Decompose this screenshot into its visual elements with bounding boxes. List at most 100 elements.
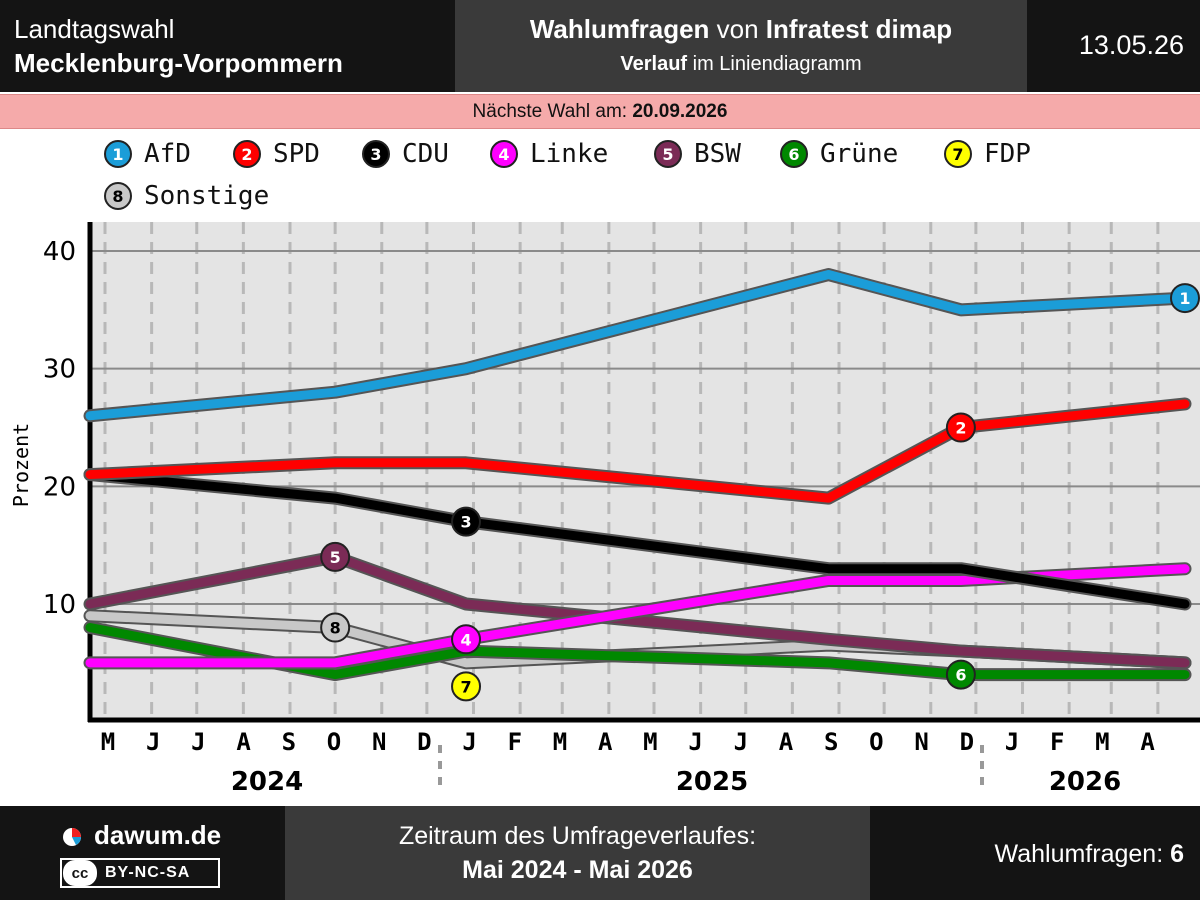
election-type: Landtagswahl [14,14,175,44]
year-label: 2026 [1049,767,1121,797]
legend-item-cdu: 3 CDU [362,139,449,169]
x-tick-label: D [417,728,431,756]
x-tick-label: A [598,728,613,756]
legend-item-bsw: 5 BSW [654,139,741,169]
y-tick-label: 10 [43,590,76,620]
series-badge-grüne [945,659,976,690]
next-election-bar: Nächste Wahl am: 20.09.2026 [0,94,1200,129]
header-title: Wahlumfragen von Infratest dimap Verlauf… [455,0,1027,92]
legend-badge: 5 [654,140,682,168]
legend-badge: 2 [233,140,261,168]
legend-label: Sonstige [144,181,270,211]
x-tick-label: J [1005,728,1019,756]
legend-item-linke: 4 Linke [490,139,608,169]
series-badge-label: 1 [1179,289,1190,308]
license-text: BY-NC-SA [105,864,191,881]
series-line-afd [85,270,1190,421]
x-tick-label: J [734,728,748,756]
legend-badge: 7 [944,140,972,168]
series-badge-bsw [320,541,351,572]
y-tick-label: 40 [43,237,76,267]
legend-item-gruene: 6 Grüne [780,139,898,169]
x-tick-label: J [688,728,702,756]
series-badge-label: 3 [460,513,471,532]
y-tick-label: 30 [43,355,76,385]
x-tick-label: J [146,728,160,756]
x-tick-label: M [643,728,657,756]
legend-label: AfD [144,139,191,169]
series-badge-afd [1170,283,1200,314]
legend-label: BSW [694,139,741,169]
series-line-spd [85,399,1190,503]
region-name: Mecklenburg-Vorpommern [14,48,343,78]
legend-badge: 4 [490,140,518,168]
legend-label: Grüne [820,139,899,169]
y-tick-label: 20 [43,472,76,502]
x-tick-label: A [236,728,251,756]
footer-brand: dawum.de cc BY-NC-SA [0,806,285,900]
footer-poll-count: Wahlumfragen: 6 [870,806,1200,900]
legend-badge: 1 [104,140,132,168]
x-tick-label: M [101,728,115,756]
x-tick-label: M [1095,728,1109,756]
series-badge-fdp [451,671,482,702]
series-badge-label: 5 [330,548,341,567]
x-tick-label: M [553,728,567,756]
legend-item-spd: 2 SPD [233,139,320,169]
x-tick-label: D [960,728,974,756]
chart-subtitle: Verlauf im Liniendiagramm [620,53,862,75]
x-tick-label: N [914,728,928,756]
x-tick-label: O [869,728,883,756]
next-election-label: Nächste Wahl am: [472,101,633,122]
x-tick-label: N [372,728,386,756]
footer-period: Zeitraum des Umfrageverlaufes: Mai 2024 … [285,806,870,900]
series-badge-label: 6 [955,666,966,685]
legend-badge: 6 [780,140,808,168]
x-tick-label: A [1140,728,1155,756]
x-tick-label: O [327,728,341,756]
x-tick-label: F [508,728,522,756]
year-label: 2024 [231,767,303,797]
x-tick-label: F [1050,728,1064,756]
legend-item-fdp: 7 FDP [944,139,1031,169]
brand-name: dawum.de [94,820,222,850]
period-value: Mai 2024 - Mai 2026 [462,856,693,884]
series-badge-linke [451,624,482,655]
series-badge-label: 2 [955,419,966,438]
legend-label: SPD [273,139,320,169]
series-badge-label: 8 [330,619,341,638]
series-badge-label: 4 [460,630,471,649]
brand[interactable]: dawum.de [62,820,221,851]
legend-item-sonstige: 8 Sonstige [104,181,269,211]
brand-logo-icon [63,827,81,846]
legend-badge: 8 [104,182,132,210]
series-badge-sonstige [320,612,351,643]
x-tick-label: J [462,728,476,756]
series-badge-label: 7 [460,677,471,696]
cc-icon: cc [63,860,97,886]
series-badge-spd [945,412,976,443]
series-line-cdu [85,470,1190,609]
x-tick-label: A [779,728,794,756]
legend-label: Linke [530,139,609,169]
legend-label: CDU [402,139,449,169]
year-label: 2025 [676,767,748,797]
legend-label: FDP [984,139,1031,169]
header-date: 13.05.26 [1027,0,1200,92]
chart-title: Wahlumfragen von Infratest dimap [529,14,953,44]
legend-badge: 3 [362,140,390,168]
license-badge[interactable]: cc BY-NC-SA [60,858,220,888]
y-axis-label: Prozent [9,423,33,507]
period-label: Zeitraum des Umfrageverlaufes: [398,822,757,850]
x-tick-label: S [282,728,296,756]
poll-count: Wahlumfragen: 6 [994,840,1184,868]
x-tick-label: J [191,728,205,756]
series-line-bsw [85,552,1190,668]
publish-date: 13.05.26 [1078,30,1184,60]
x-tick-label: S [824,728,838,756]
series-badge-cdu [451,506,482,537]
next-election-date: 20.09.2026 [632,101,728,122]
legend-item-afd: 1 AfD [104,139,191,169]
header-region: Landtagswahl Mecklenburg-Vorpommern [0,0,455,92]
